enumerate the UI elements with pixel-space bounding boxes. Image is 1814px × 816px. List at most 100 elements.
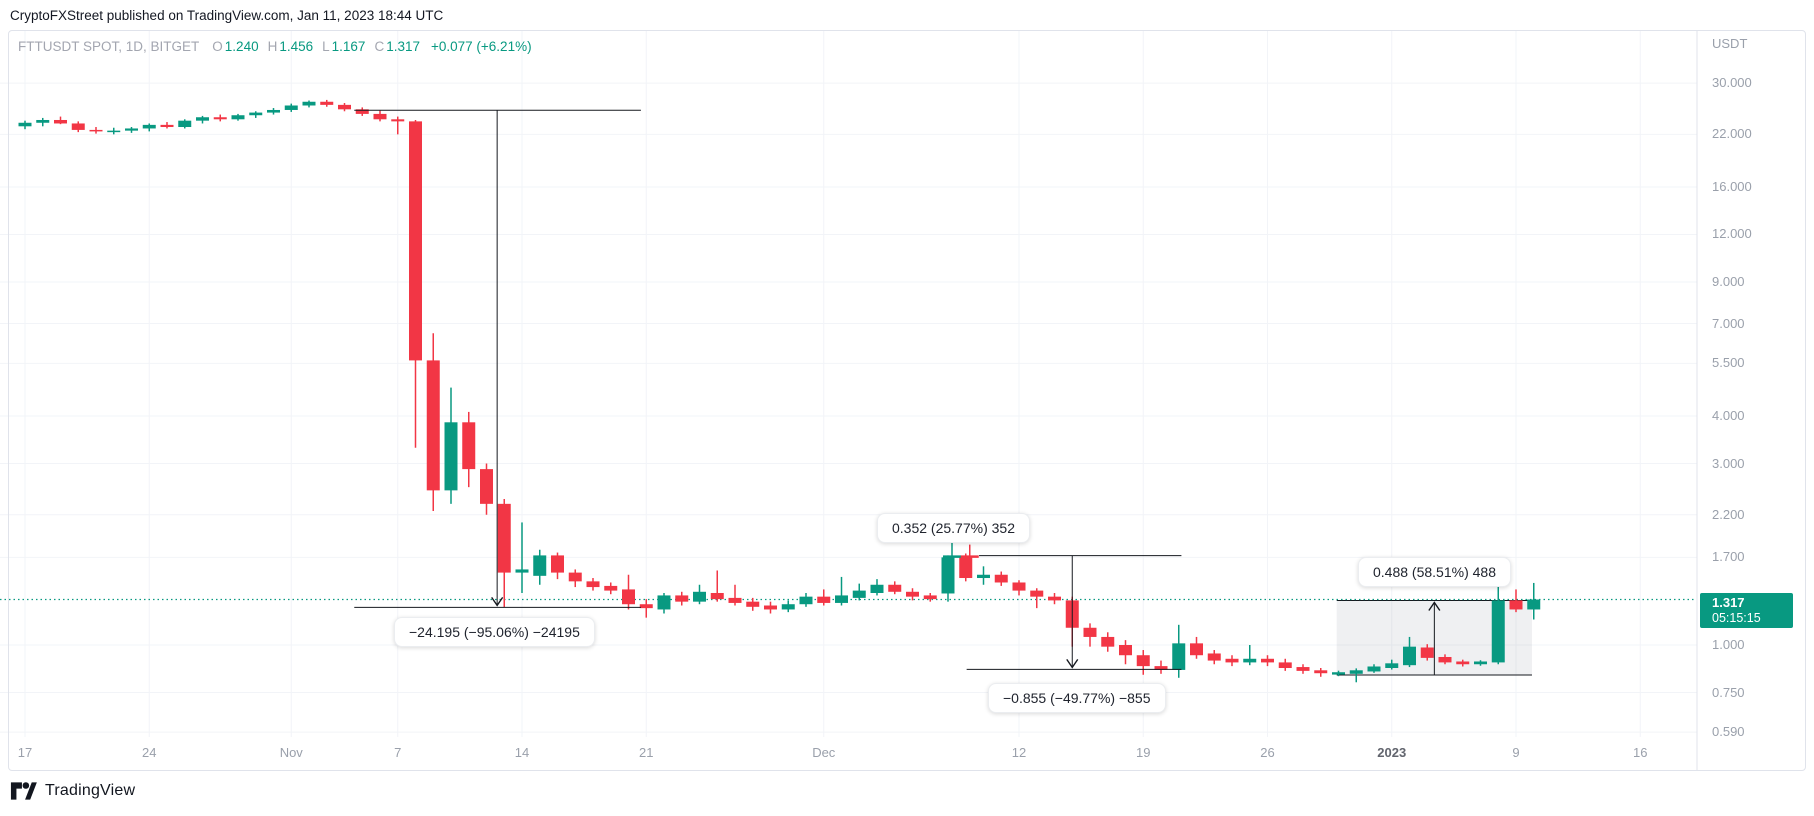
candle-body <box>302 101 316 106</box>
candle-body <box>959 557 973 579</box>
candle-body <box>817 596 831 603</box>
candle-body <box>267 109 280 113</box>
candle-body <box>338 104 351 110</box>
candle-body <box>1438 656 1452 663</box>
measure-callout-crash[interactable]: −24.195 (−95.06%) −24195 <box>394 617 595 647</box>
candle-body <box>693 591 706 602</box>
open-value: O 1.240 <box>212 39 259 54</box>
candle-body <box>1349 670 1363 674</box>
price-tick-label: 5.500 <box>1712 355 1745 371</box>
price-tick-label: 30.000 <box>1712 75 1752 91</box>
candle-body <box>994 574 1008 583</box>
candle-body <box>284 105 298 110</box>
candle-body <box>1509 600 1523 610</box>
candle-body <box>409 121 422 361</box>
change-value: +0.077 (+6.21%) <box>431 39 532 54</box>
candle-body <box>1048 596 1061 601</box>
candle-body <box>320 101 334 105</box>
candle-body <box>480 469 493 504</box>
candle-body <box>1243 658 1257 663</box>
candle-body <box>586 581 600 588</box>
tradingview-brand-text[interactable]: TradingView <box>45 782 136 799</box>
candle-body <box>1420 647 1434 658</box>
candle-body <box>1403 646 1416 666</box>
time-tick-label: 26 <box>1260 745 1275 760</box>
footer: TradingView <box>10 780 135 802</box>
symbol-legend[interactable]: FTTUSDT SPOT, 1D, BITGET O 1.240 H 1.456 L… <box>18 39 532 54</box>
candle-body <box>923 595 937 600</box>
candle-body <box>1101 636 1115 647</box>
candle-body <box>746 601 760 607</box>
candle-body <box>89 129 103 132</box>
candle-body <box>764 605 777 610</box>
candle-body <box>941 557 955 594</box>
last-price-badge: 1.317 05:15:15 <box>1700 593 1793 628</box>
candle-body <box>1136 655 1150 667</box>
measure-callout-jan-rally[interactable]: 0.488 (58.51%) 488 <box>1358 557 1511 587</box>
candle-body <box>622 589 635 605</box>
candle-body <box>799 596 813 605</box>
candle-body <box>728 597 742 603</box>
time-tick-label: 2023 <box>1377 745 1407 760</box>
candle-body <box>1154 666 1168 670</box>
price-tick-label: 1.000 <box>1712 637 1745 652</box>
candle-body <box>1012 582 1026 591</box>
tradingview-logo-icon[interactable] <box>10 780 37 802</box>
candle-body <box>906 591 919 597</box>
time-tick-label: 19 <box>1136 745 1151 760</box>
measure-arrowhead <box>1066 658 1079 669</box>
candle-body <box>18 122 32 127</box>
candle-body <box>1367 666 1381 672</box>
bar-close-countdown: 05:15:15 <box>1712 611 1761 625</box>
candle-body <box>1119 645 1132 656</box>
price-tick-label: 0.590 <box>1712 724 1745 740</box>
price-tick-label: 9.000 <box>1712 274 1745 290</box>
measure-arrowhead <box>1428 601 1441 611</box>
price-axis-unit: USDT <box>1712 36 1748 51</box>
candle-body <box>142 124 156 129</box>
candle-body <box>1261 658 1274 663</box>
candle-body <box>54 119 67 124</box>
price-tick-label: 12.000 <box>1712 226 1752 242</box>
time-tick-label: 21 <box>639 745 654 760</box>
candle-body <box>462 422 476 470</box>
symbol-title: FTTUSDT SPOT, 1D, BITGET <box>18 39 200 54</box>
measure-callout-dec-drop[interactable]: −0.855 (−49.77%) −855 <box>988 683 1166 713</box>
candle-body <box>1207 653 1221 661</box>
time-tick-label: Dec <box>812 745 836 760</box>
candle-body <box>36 119 50 123</box>
time-tick-label: 17 <box>17 745 33 760</box>
time-tick-label: 24 <box>142 745 157 760</box>
candle-body <box>533 555 547 576</box>
candle-body <box>1296 667 1310 671</box>
candle-body <box>355 109 369 114</box>
candle-body <box>888 584 902 592</box>
candle-body <box>160 124 174 128</box>
price-tick-label: 2.200 <box>1712 506 1745 522</box>
measure-arrowhead <box>491 596 504 607</box>
candle-body <box>1190 643 1203 656</box>
measure-callout-dec-rally[interactable]: 0.352 (25.77%) 352 <box>877 513 1030 543</box>
time-tick-label: 7 <box>394 745 402 760</box>
price-tick-label: 3.000 <box>1712 455 1745 471</box>
price-tick-label: 1.700 <box>1712 549 1745 565</box>
candle-body <box>852 590 866 598</box>
candle-body <box>107 130 121 133</box>
candle-body <box>1172 643 1186 670</box>
candle-body <box>1314 670 1328 674</box>
candle-body <box>657 595 671 610</box>
price-tick-label: 7.000 <box>1712 315 1745 331</box>
candle-body <box>710 592 724 600</box>
candle-body <box>568 572 582 582</box>
candle-body <box>870 584 884 593</box>
candle-body <box>196 117 209 121</box>
publish-header-text: CryptoFXStreet published on TradingView.… <box>10 8 444 23</box>
candle-body <box>604 585 618 591</box>
candle-body <box>1474 661 1487 665</box>
candle-body <box>1225 658 1239 663</box>
time-tick-label: Nov <box>279 745 303 760</box>
high-value: H 1.456 <box>267 39 314 54</box>
candle-body <box>1456 661 1470 665</box>
